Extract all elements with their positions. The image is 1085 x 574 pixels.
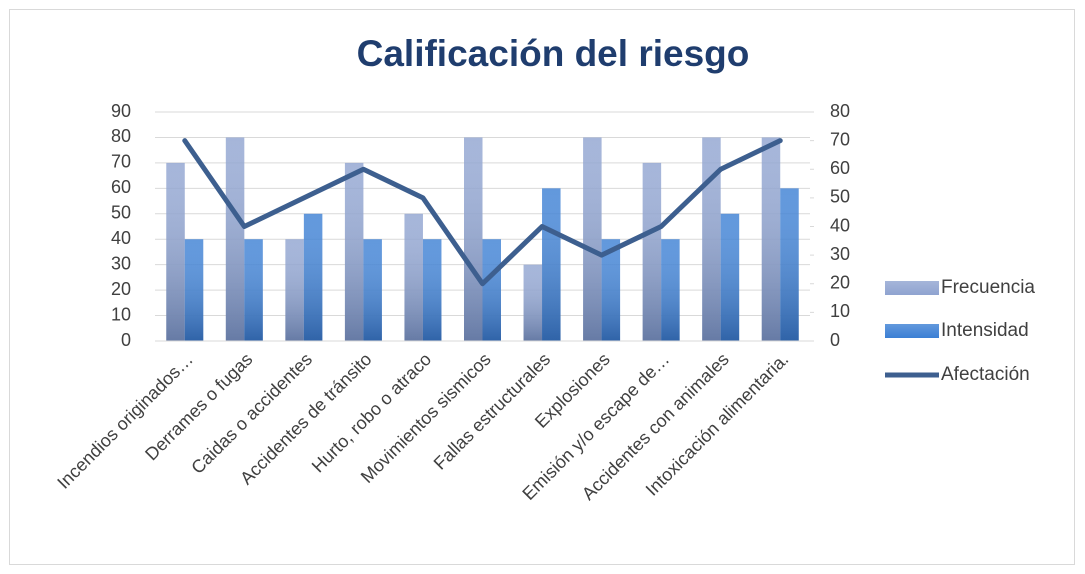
bar-shade (720, 213, 740, 341)
y-tick-label: 60 (111, 177, 131, 197)
legend-label: Afectación (941, 364, 1030, 385)
bar-shade (184, 239, 204, 341)
y2-tick-label: 30 (830, 244, 850, 264)
bar-shade (642, 162, 662, 341)
bar-shade (542, 188, 561, 341)
y2-tick-label: 70 (830, 129, 850, 149)
bar-shade (166, 162, 185, 341)
bar-shade (661, 239, 680, 341)
bar-shade (225, 137, 245, 341)
y-tick-label: 0 (121, 330, 131, 350)
bar-shade (244, 239, 263, 341)
bar-shade (344, 162, 364, 341)
bar-shade (464, 137, 483, 341)
bar-shade (303, 213, 323, 341)
y-tick-label: 20 (111, 279, 131, 299)
y-tick-label: 80 (111, 126, 131, 146)
chart-title: Calificación del riesgo (357, 33, 750, 74)
y-tick-label: 50 (111, 203, 131, 223)
y2-tick-label: 40 (830, 215, 850, 235)
legend-label: Intensidad (941, 320, 1029, 341)
legend-label: Frecuencia (941, 277, 1035, 298)
bar-shade (761, 137, 781, 341)
bar-shade (285, 239, 304, 341)
y2-tick-label: 80 (830, 101, 850, 121)
y2-tick-label: 0 (830, 330, 840, 350)
y2-tick-label: 10 (830, 301, 850, 321)
bar-shade (363, 239, 382, 341)
y-tick-label: 90 (111, 101, 131, 121)
y-tick-label: 40 (111, 228, 131, 248)
y2-tick-label: 20 (830, 273, 850, 293)
legend-swatch (885, 324, 939, 338)
y2-tick-label: 60 (830, 158, 850, 178)
bar-shade (404, 213, 423, 341)
bar-shade (702, 137, 721, 341)
bar-shade (583, 137, 602, 341)
bar-shade (523, 264, 543, 341)
bar-shade (601, 239, 621, 341)
y-tick-label: 30 (111, 253, 131, 273)
y-tick-label: 10 (111, 304, 131, 324)
y-tick-label: 70 (111, 152, 131, 172)
bar-shade (780, 188, 799, 341)
y2-tick-label: 50 (830, 187, 850, 207)
line (182, 138, 783, 287)
legend-swatch (885, 281, 939, 295)
bar-shade (422, 239, 442, 341)
bar-shade (482, 239, 501, 341)
